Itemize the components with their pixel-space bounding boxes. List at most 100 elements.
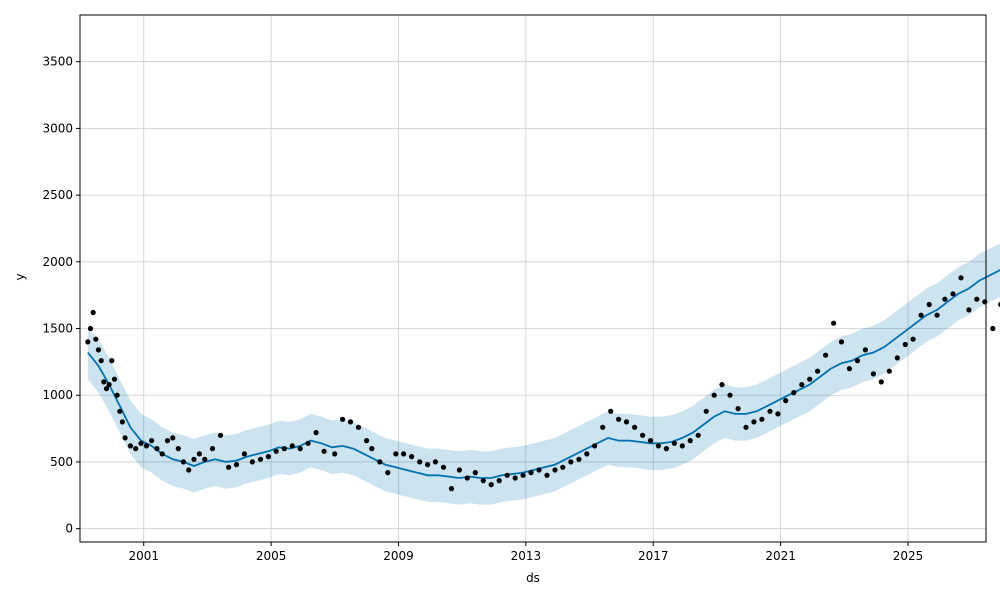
observed-point [735,406,741,412]
observed-point [106,382,112,388]
observed-point [711,392,717,398]
observed-point [448,486,455,492]
x-tick-label: 2013 [511,549,542,563]
observed-point [743,424,749,430]
y-tick-label: 3000 [42,121,73,135]
observed-point [377,459,383,465]
observed-point [297,446,303,452]
y-axis-label: y [13,273,27,280]
observed-point [233,462,240,468]
observed-point [528,470,534,476]
observed-point [164,438,171,444]
observed-point [663,446,670,452]
observed-point [355,424,362,430]
observed-point [823,352,829,358]
observed-point [321,448,327,454]
y-axis-ticks: 0 500 1000 1500 2000 2500 3000 3500 [42,55,80,536]
observed-point [815,368,821,374]
y-tick-label: 2000 [42,255,73,269]
observed-point [241,451,247,457]
observed-point [103,386,110,392]
observed-point [544,472,550,478]
observed-point [918,312,924,318]
observed-point [512,475,518,481]
observed-point [127,443,133,449]
observed-point [111,376,118,382]
observed-point [186,467,192,473]
observed-point [122,435,128,441]
observed-point [536,467,542,473]
observed-point [217,432,224,438]
observed-point [560,464,566,470]
x-tick-label: 2001 [128,549,159,563]
x-axis-ticks: 2001 2005 2009 2013 2017 2021 2025 [128,542,923,563]
observed-point [807,376,813,382]
observed-point [432,459,438,465]
observed-point [114,392,120,398]
observed-point [854,358,861,364]
observed-point [117,408,123,414]
observed-point [894,355,900,361]
observed-point [85,339,91,345]
observed-point [154,446,160,452]
y-tick-label: 1500 [42,322,73,336]
observed-point [974,296,980,302]
observed-point [480,478,486,484]
observed-point [257,456,264,462]
observed-point [568,459,574,465]
observed-point [409,454,415,460]
observed-point [149,438,155,444]
observed-point [886,368,892,374]
observed-point [425,462,431,468]
grid-lines [80,15,986,542]
observed-point [552,467,558,473]
y-tick-label: 0 [65,522,73,536]
observed-point [878,379,884,385]
observed-point [655,443,662,449]
observed-point [133,446,139,452]
observed-point [488,482,494,488]
observed-point [759,416,765,422]
observed-point [767,408,773,414]
observed-point [249,459,255,465]
observed-point [313,430,319,436]
observed-point [226,464,232,470]
observed-point [838,339,845,345]
observed-point [775,411,781,417]
observed-point [159,451,165,457]
observed-point [196,451,202,457]
observed-point [950,291,956,297]
observed-point [870,371,877,377]
observed-point [982,299,988,305]
observed-point [87,325,94,332]
observed-point [202,456,208,462]
observed-point [347,419,354,425]
observed-point [440,464,447,470]
observed-point [456,467,462,473]
observed-point [942,296,948,302]
observed-point [966,307,972,313]
observed-point [95,347,102,353]
observed-point [623,419,630,425]
observed-point [926,301,932,308]
observed-point [727,392,733,398]
observed-point [175,446,181,452]
observed-point [910,336,916,342]
observed-point [496,478,502,484]
observed-point [281,446,287,452]
observed-point [305,440,311,446]
observed-point [273,448,279,454]
observed-point [472,470,478,476]
observed-point [417,459,423,465]
observed-point [340,416,346,422]
uncertainty-band-layer [87,243,1000,505]
observed-point [990,325,996,332]
observed-point [958,275,964,281]
y-tick-label: 500 [50,455,73,469]
observed-point [385,470,391,476]
observed-point [783,398,789,404]
observed-point [401,451,407,457]
observed-point [576,456,582,462]
